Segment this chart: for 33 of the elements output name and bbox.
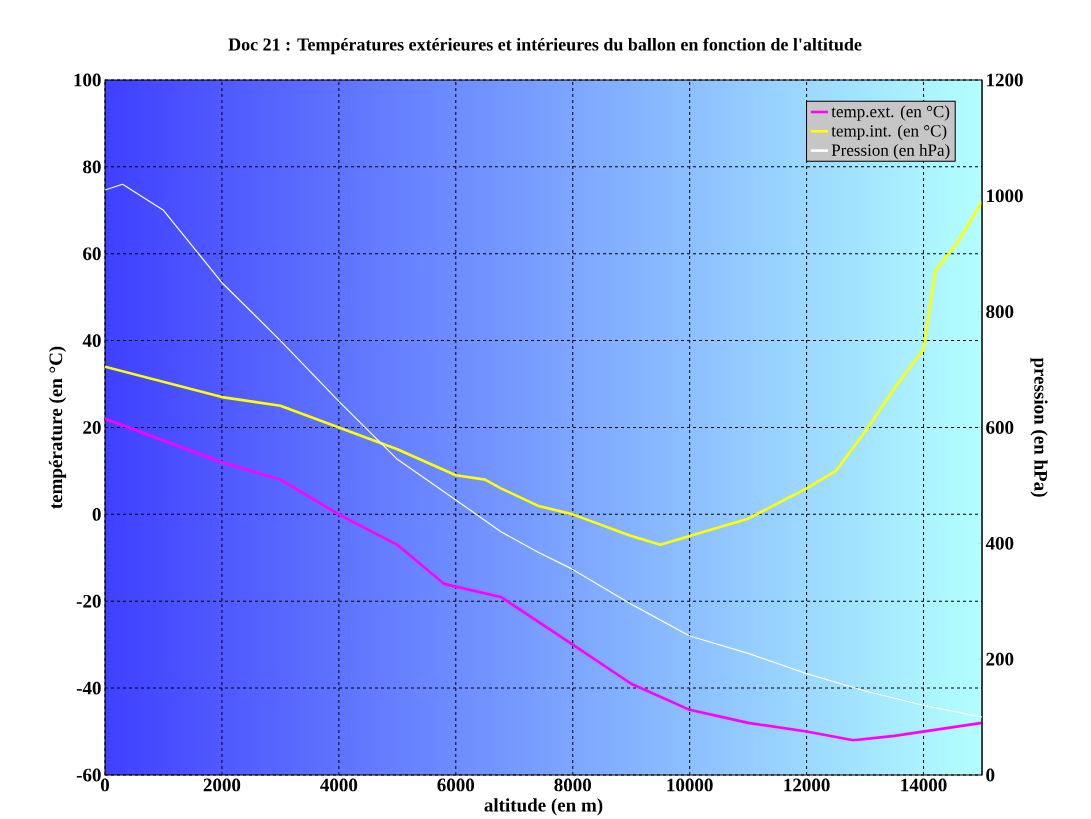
y-tick-label: 40 — [82, 334, 101, 348]
y-tick-label: 20 — [83, 421, 101, 435]
y2-axis-title: pression (en hPa) — [1030, 357, 1048, 497]
x-tick-label: 6000 — [437, 778, 475, 792]
x-tick-label: 4000 — [320, 778, 358, 792]
x-axis-title: altitude (en m) — [484, 798, 603, 816]
x-tick-label: 10000 — [667, 778, 713, 792]
y-tick-label: -40 — [76, 681, 101, 695]
x-tick-label: 12000 — [784, 778, 830, 792]
legend-label: temp.int. (en °C) — [831, 124, 947, 141]
y2-tick-label: 600 — [986, 421, 1014, 435]
x-tick-label: 0 — [100, 778, 110, 792]
line-series — [105, 183, 983, 718]
y-tick-label: 0 — [92, 508, 101, 521]
y2-tick-label: 1000 — [987, 189, 1023, 203]
y2-tick-label: 800 — [986, 305, 1014, 319]
line-series — [105, 200, 983, 547]
y-axis-title: température (en °C) — [48, 346, 67, 509]
y-tick-label: -20 — [76, 594, 101, 608]
y-tick-label: 60 — [83, 247, 101, 261]
y-tick-label: 100 — [74, 73, 101, 87]
chart-title: Doc 21 : Températures extérieures et intérieures du ballon en fonction de l'altitude — [228, 37, 862, 55]
y-tick-label: 80 — [83, 160, 101, 174]
legend-label: Pression (en hPa) — [831, 144, 950, 160]
x-tick-label: 14000 — [901, 778, 947, 792]
y2-tick-label: 0 — [986, 768, 995, 782]
y2-tick-label: 200 — [986, 652, 1014, 666]
legend-label: temp.ext. (en °C) — [831, 105, 950, 121]
x-tick-label: 2000 — [203, 778, 241, 792]
y2-tick-label: 1200 — [987, 73, 1023, 87]
y-tick-label: -60 — [76, 768, 101, 782]
x-tick-label: 8000 — [554, 778, 592, 792]
y2-tick-label: 400 — [985, 537, 1014, 550]
